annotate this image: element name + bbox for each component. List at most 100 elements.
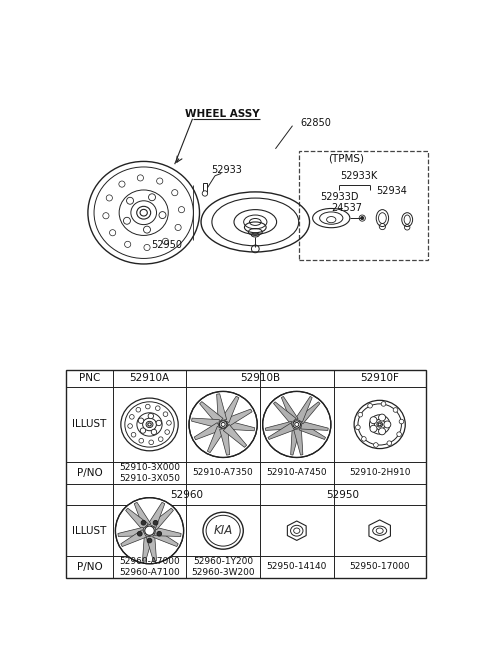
Circle shape: [360, 216, 364, 220]
Polygon shape: [134, 502, 151, 527]
Text: 52910-2H910: 52910-2H910: [349, 468, 410, 478]
Circle shape: [151, 429, 156, 435]
Circle shape: [387, 441, 392, 445]
Text: 52960-1Y200
52960-3W200: 52960-1Y200 52960-3W200: [192, 557, 255, 577]
Polygon shape: [281, 396, 298, 422]
Circle shape: [125, 241, 131, 247]
Ellipse shape: [263, 392, 331, 457]
Circle shape: [147, 538, 152, 543]
Circle shape: [145, 404, 150, 409]
Polygon shape: [194, 422, 221, 440]
Circle shape: [148, 413, 154, 419]
Ellipse shape: [121, 398, 178, 451]
Circle shape: [136, 407, 141, 412]
Circle shape: [370, 425, 377, 432]
Ellipse shape: [140, 209, 147, 216]
Circle shape: [156, 178, 163, 184]
Circle shape: [202, 191, 208, 196]
Text: 52960-A7000
52960-A7100: 52960-A7000 52960-A7100: [119, 557, 180, 577]
Circle shape: [123, 217, 131, 224]
Ellipse shape: [219, 420, 227, 428]
Ellipse shape: [354, 400, 405, 449]
Circle shape: [109, 230, 116, 236]
Polygon shape: [221, 396, 239, 422]
Circle shape: [361, 437, 366, 441]
Text: WHEEL ASSY: WHEEL ASSY: [185, 109, 260, 119]
Circle shape: [163, 412, 168, 417]
Text: 24537: 24537: [331, 203, 362, 213]
Circle shape: [140, 428, 145, 434]
Text: 52934: 52934: [376, 186, 407, 196]
Polygon shape: [220, 428, 229, 455]
Text: 52933: 52933: [211, 165, 242, 174]
Polygon shape: [146, 535, 156, 562]
Polygon shape: [216, 394, 227, 421]
Circle shape: [128, 424, 132, 428]
Circle shape: [156, 406, 160, 411]
Polygon shape: [225, 409, 252, 426]
Circle shape: [162, 238, 168, 245]
Polygon shape: [151, 508, 173, 530]
Ellipse shape: [145, 526, 154, 535]
Circle shape: [139, 438, 144, 443]
Text: ILLUST: ILLUST: [72, 525, 107, 536]
Polygon shape: [126, 508, 148, 530]
Circle shape: [179, 207, 185, 213]
Text: KIA: KIA: [214, 524, 233, 537]
Text: 52933D: 52933D: [320, 192, 358, 202]
Ellipse shape: [295, 422, 299, 426]
Circle shape: [103, 213, 109, 219]
Circle shape: [137, 531, 142, 536]
Text: 52910-3X000
52910-3X050: 52910-3X000 52910-3X050: [119, 463, 180, 483]
Polygon shape: [155, 527, 181, 537]
Polygon shape: [298, 402, 320, 424]
Ellipse shape: [221, 422, 225, 426]
Ellipse shape: [312, 209, 350, 228]
Circle shape: [393, 407, 398, 412]
Text: 52960: 52960: [170, 489, 203, 499]
Polygon shape: [227, 421, 255, 431]
Text: 52950-17000: 52950-17000: [349, 562, 410, 571]
Circle shape: [153, 520, 158, 525]
Circle shape: [172, 190, 178, 195]
Circle shape: [379, 428, 385, 435]
Circle shape: [399, 419, 404, 424]
Text: 52950-14140: 52950-14140: [266, 562, 327, 571]
Polygon shape: [121, 529, 146, 546]
Circle shape: [370, 417, 377, 424]
Circle shape: [379, 414, 385, 421]
Text: 52910A: 52910A: [130, 373, 169, 383]
Polygon shape: [200, 401, 223, 424]
Polygon shape: [369, 520, 390, 541]
Polygon shape: [223, 424, 247, 447]
Circle shape: [130, 415, 134, 419]
Ellipse shape: [203, 512, 243, 549]
Circle shape: [175, 224, 181, 230]
Circle shape: [159, 212, 166, 218]
Text: ILLUST: ILLUST: [72, 419, 107, 430]
Circle shape: [381, 401, 386, 406]
Circle shape: [144, 245, 150, 251]
Text: 52910-A7450: 52910-A7450: [266, 468, 327, 478]
Text: PNC: PNC: [79, 373, 100, 383]
Polygon shape: [294, 428, 303, 455]
Circle shape: [119, 181, 125, 187]
Polygon shape: [288, 521, 306, 541]
Text: (TPMS): (TPMS): [328, 154, 364, 164]
Circle shape: [141, 520, 146, 525]
Text: P/NO: P/NO: [77, 562, 102, 572]
Text: 52933K: 52933K: [340, 171, 378, 181]
Text: P/NO: P/NO: [77, 468, 102, 478]
Polygon shape: [148, 502, 165, 527]
Text: 62850: 62850: [300, 118, 331, 129]
Ellipse shape: [293, 420, 300, 428]
Circle shape: [144, 226, 151, 233]
Polygon shape: [268, 423, 294, 440]
Polygon shape: [207, 426, 225, 453]
Ellipse shape: [189, 392, 257, 457]
Polygon shape: [265, 421, 293, 430]
Polygon shape: [301, 421, 328, 430]
Circle shape: [397, 432, 401, 436]
Circle shape: [148, 194, 156, 201]
Polygon shape: [118, 527, 144, 537]
